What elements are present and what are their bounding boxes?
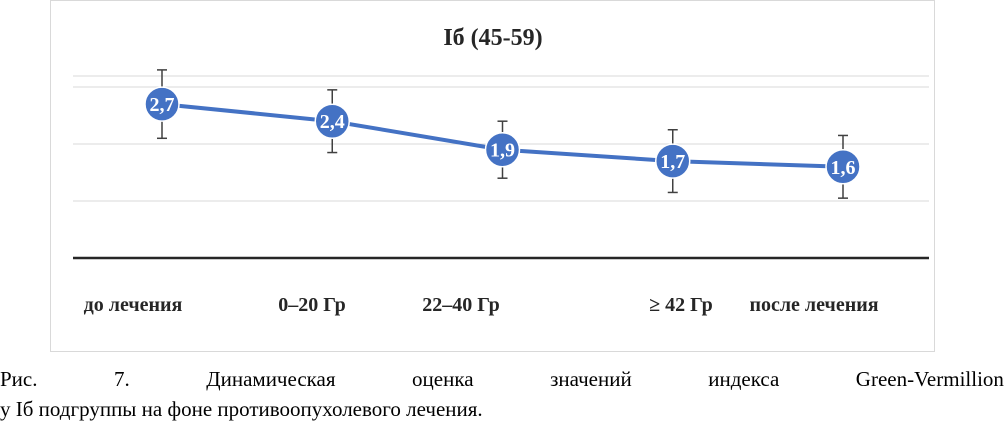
- data-markers: 2,7 2,4 1,9 1,7 1,6: [144, 86, 861, 185]
- x-tick-label: до лечения: [84, 294, 183, 316]
- caption-line-2: у Iб подгруппы на фоне противоопухолевог…: [0, 397, 483, 421]
- data-label: 2,4: [320, 111, 345, 133]
- data-point: [825, 149, 861, 185]
- data-label: 1,6: [831, 157, 856, 179]
- caption-word: Green-Vermillion: [855, 367, 1004, 391]
- caption-word: оценка: [412, 367, 474, 391]
- gridlines: [73, 75, 929, 202]
- data-point: [484, 131, 521, 168]
- x-tick-label: ≥ 42 Гр: [649, 294, 713, 316]
- x-tick-label: 22–40 Гр: [422, 294, 500, 316]
- chart-frame: Iб (45-59) 2,7 2,4 1,9 1,7 1,6 до лечения 0–2…: [50, 0, 935, 352]
- data-label: 1,9: [490, 140, 515, 162]
- line-chart: Iб (45-59) 2,7 2,4 1,9 1,7 1,6 до лечения 0–2…: [73, 25, 929, 316]
- caption-word: индекса: [708, 367, 780, 391]
- caption-line-1: Рис. 7. Динамическая оценка значений индекса G…: [0, 364, 1004, 394]
- caption-word: значений: [550, 367, 632, 391]
- x-tick-label: после лечения: [749, 294, 878, 316]
- data-point: [144, 86, 180, 122]
- data-label: 2,7: [150, 94, 175, 116]
- caption-word: Рис.: [0, 367, 38, 391]
- data-point: [655, 143, 691, 179]
- chart-title: Iб (45-59): [443, 25, 542, 51]
- caption-word: 7.: [114, 367, 130, 391]
- x-tick-labels: до лечения 0–20 Гр 22–40 Гр ≥ 42 Гр после ле…: [84, 294, 879, 316]
- x-tick-label: 0–20 Гр: [278, 294, 346, 316]
- data-point: [314, 103, 350, 139]
- data-label: 1,7: [660, 151, 685, 173]
- figure-caption: Рис. 7. Динамическая оценка значений индекса G…: [0, 364, 1004, 424]
- caption-word: Динамическая: [206, 367, 336, 391]
